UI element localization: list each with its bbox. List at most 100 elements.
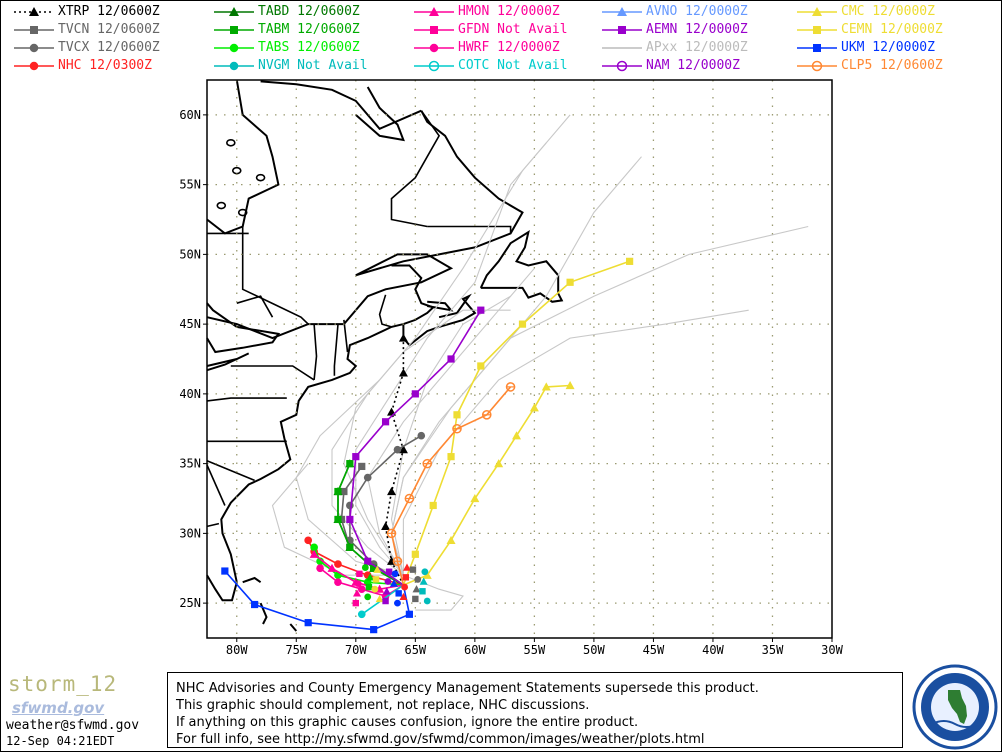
border-segment <box>427 225 512 234</box>
track-apxx <box>343 309 511 576</box>
legend-swatch-icon <box>414 43 454 53</box>
legend-label: TABS 12/0600Z <box>258 40 360 55</box>
lat-tick-label: 40N <box>179 387 201 401</box>
track-apxx <box>390 225 809 576</box>
track-point <box>453 411 461 419</box>
track-apxx <box>355 142 547 576</box>
disclaimer-box: NHC Advisories and County Emergency Mana… <box>167 672 903 748</box>
cluster-point <box>375 594 384 603</box>
legend-item-avno: AVNO 12/0000Z <box>600 4 790 20</box>
border-segment <box>206 464 226 506</box>
legend-swatch-icon <box>14 7 54 16</box>
track-point <box>422 570 432 579</box>
legend-swatch-icon <box>214 61 254 71</box>
storm-id-label: storm_12 <box>8 672 118 696</box>
legend-label: HMON 12/0000Z <box>458 4 560 19</box>
legend-swatch-icon <box>602 47 642 49</box>
cluster-point <box>382 597 389 605</box>
track-point <box>363 473 372 482</box>
track-apxx <box>402 309 749 576</box>
legend-item-apxx: APxx 12/0000Z <box>600 40 790 56</box>
legend-swatch-icon <box>414 60 454 72</box>
track-point <box>626 257 634 265</box>
coastline-segment <box>260 80 422 131</box>
legend-item-aemn: AEMN 12/0000Z <box>600 22 790 38</box>
map-background <box>207 80 832 638</box>
track-point <box>381 521 391 530</box>
track-point <box>340 487 348 496</box>
lon-tick-label: 75W <box>285 643 307 657</box>
legend-label: NAM 12/0000Z <box>646 58 740 73</box>
track-point <box>358 462 366 471</box>
lon-tick-label: 40W <box>702 643 724 657</box>
border-segment <box>378 294 392 328</box>
disclaimer-line: This graphic should complement, not repl… <box>176 698 590 713</box>
legend-label: CMC 12/0000Z <box>841 4 935 19</box>
legend-label: NVGM Not Avail <box>258 58 368 73</box>
border-segment <box>390 110 441 228</box>
lon-tick-label: 45W <box>643 643 665 657</box>
plot-border <box>206 79 833 639</box>
track-point <box>446 535 456 544</box>
track-point <box>398 368 408 377</box>
lat-tick-label: 30N <box>179 526 201 540</box>
track-point <box>370 564 378 572</box>
track-apxx <box>271 463 404 576</box>
track-point <box>364 557 372 565</box>
lat-tick-label: 35N <box>179 457 201 471</box>
track-point <box>346 543 354 551</box>
cluster-point <box>403 563 411 571</box>
track-point <box>334 515 342 524</box>
initial-cluster <box>352 563 431 607</box>
track-point <box>566 278 574 286</box>
track-point <box>398 333 408 342</box>
track-point <box>357 610 366 619</box>
legend-label: TABD 12/0600Z <box>258 4 360 19</box>
cluster-point <box>399 592 408 601</box>
border-segment <box>313 324 318 380</box>
track-point <box>447 453 455 461</box>
cluster-point <box>354 580 362 587</box>
lat-tick-label: 50N <box>179 247 201 261</box>
track-point <box>370 626 378 634</box>
legend-swatch-icon <box>414 7 454 16</box>
legend-item-cemn: CEMN 12/0000Z <box>795 22 985 38</box>
cluster-point <box>385 568 393 575</box>
track-point <box>393 445 402 454</box>
track-point <box>346 501 354 510</box>
cluster-point <box>372 576 380 583</box>
legend-label: TVCN 12/0600Z <box>58 22 160 37</box>
track-clp5 <box>386 382 516 586</box>
track-point <box>387 487 397 496</box>
track-point <box>477 362 485 370</box>
cluster-point <box>373 565 382 573</box>
cluster-point <box>382 587 391 595</box>
track-point <box>381 418 390 426</box>
legend-item-cotc: COTC Not Avail <box>412 58 602 74</box>
sfwmd-logo-link[interactable]: sfwmd.gov <box>12 699 105 717</box>
issue-timestamp: 12-Sep 04:21EDT <box>6 734 115 748</box>
lon-tick-label: 80W <box>226 643 248 657</box>
track-point <box>411 390 419 398</box>
legend-item-nam: NAM 12/0000Z <box>600 58 790 74</box>
cluster-point <box>395 590 402 597</box>
legend-swatch-icon <box>797 26 837 34</box>
legend-swatch-icon <box>14 61 54 71</box>
legend-swatch-icon <box>14 43 54 53</box>
track-point <box>304 536 313 545</box>
lat-tick-label: 25N <box>179 596 201 610</box>
border-segment <box>333 324 339 376</box>
track-aemn <box>346 306 485 586</box>
border-segment <box>206 522 220 528</box>
border-segment <box>206 460 255 482</box>
track-ukm <box>221 567 413 634</box>
legend-label: APxx 12/0000Z <box>646 40 748 55</box>
coastline-segment <box>289 623 298 632</box>
lat-tick-label: 55N <box>179 178 201 192</box>
track-point <box>357 585 366 593</box>
legend-label: CLP5 12/0600Z <box>841 58 943 73</box>
coastline-segment <box>479 229 564 303</box>
track-point <box>481 410 492 420</box>
coastline-segment <box>206 264 436 602</box>
